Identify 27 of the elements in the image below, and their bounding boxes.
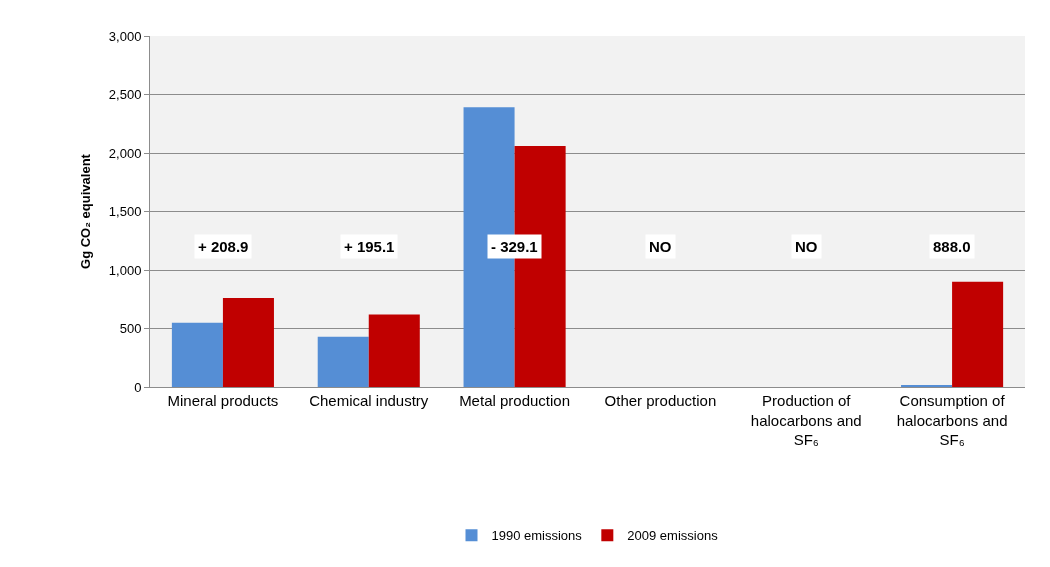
- x-tick-label: Consumption of halocarbons and SF₆: [896, 392, 1008, 448]
- y-tick-label: 2,000: [108, 145, 142, 161]
- bar: [368, 314, 420, 387]
- x-tick-label: Chemical industry: [309, 392, 429, 409]
- legend-label: 2009 emissions: [627, 528, 719, 544]
- x-tick-label: Other production: [604, 392, 717, 409]
- bar: [317, 336, 369, 387]
- y-tick-label: 2,500: [108, 87, 142, 103]
- bar: [171, 322, 223, 387]
- annotation: NO: [649, 238, 672, 255]
- bar: [952, 281, 1004, 387]
- x-tick-label: Production of halocarbons and SF₆: [750, 392, 862, 448]
- annotation: 888.0: [933, 238, 971, 255]
- x-tick-label: Metal production: [459, 392, 571, 409]
- y-axis-title: Gg CO₂ equivalent: [77, 153, 93, 269]
- x-tick-label: Mineral products: [167, 392, 279, 409]
- y-tick-label: 3,000: [108, 28, 142, 44]
- y-tick-label: 500: [119, 321, 142, 337]
- y-tick-label: 0: [134, 379, 142, 395]
- legend-label: 1990 emissions: [491, 528, 583, 544]
- annotation: - 329.1: [491, 238, 538, 255]
- y-tick-label: 1,500: [108, 204, 142, 220]
- annotation: + 208.9: [198, 238, 249, 255]
- annotation: NO: [795, 238, 818, 255]
- bar: [222, 298, 274, 387]
- annotation: + 195.1: [344, 238, 395, 255]
- y-tick-label: 1,000: [108, 262, 142, 278]
